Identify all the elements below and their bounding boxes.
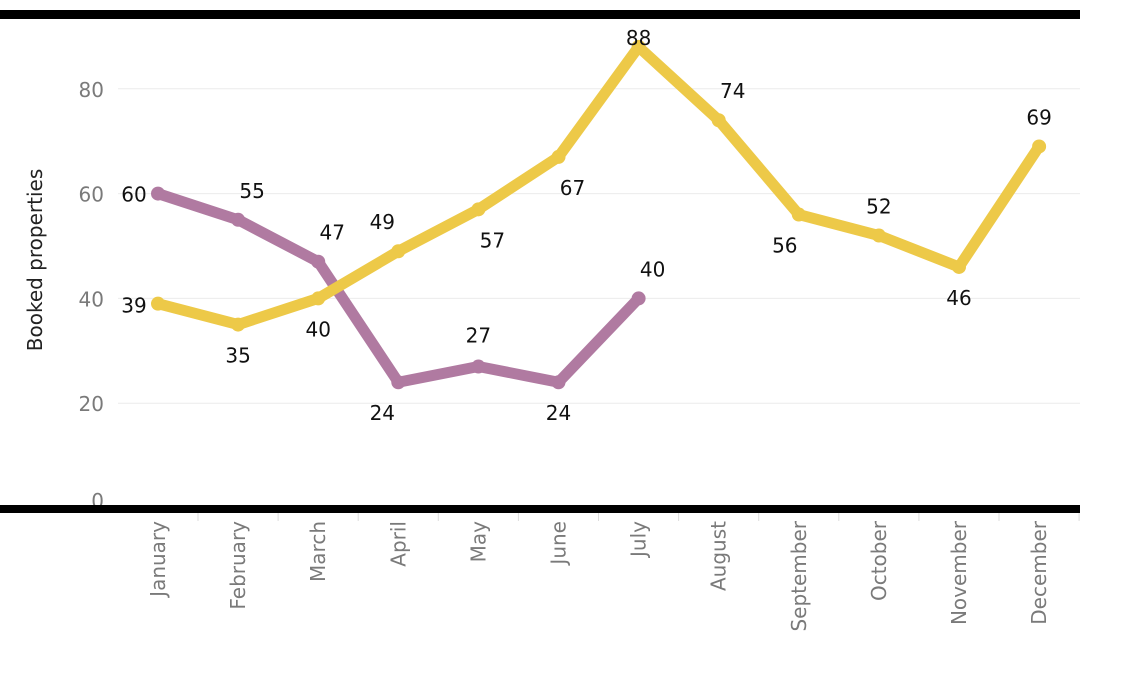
data-point (231, 212, 246, 227)
series-line-2 (152, 41, 1045, 331)
x-axis-ticks: January February March April May June July Augu… (146, 513, 1080, 632)
data-point (631, 39, 646, 54)
data-point (391, 375, 406, 390)
x-tick-label: May (466, 521, 490, 563)
x-tick-label: April (386, 521, 410, 567)
data-label: 52 (866, 195, 891, 219)
data-label: 74 (720, 79, 745, 103)
data-point (551, 375, 566, 390)
data-point (311, 254, 326, 269)
data-label: 27 (466, 324, 491, 348)
data-label: 67 (560, 176, 585, 200)
data-label: 35 (225, 344, 250, 368)
series-lines (151, 39, 1047, 390)
y-tick-label: 80 (79, 78, 104, 102)
data-label: 39 (121, 294, 146, 318)
data-point (791, 207, 806, 222)
data-label: 49 (370, 210, 395, 234)
x-tick-label: January (146, 521, 170, 599)
x-tick-label: July (627, 521, 651, 559)
data-point (631, 291, 646, 306)
x-tick-label: December (1027, 520, 1051, 624)
data-label: 24 (370, 401, 395, 425)
x-tick-label: February (226, 521, 250, 610)
data-label: 55 (239, 179, 264, 203)
data-point (551, 149, 566, 164)
x-tick-label: March (306, 521, 330, 582)
data-label: 69 (1026, 105, 1051, 129)
data-point (1032, 139, 1047, 154)
x-tick-label: September (787, 520, 811, 631)
data-point (952, 259, 966, 274)
data-label: 57 (480, 228, 505, 252)
y-tick-label: 20 (79, 392, 104, 416)
data-label: 40 (305, 317, 330, 341)
y-tick-label: 60 (79, 183, 104, 207)
data-point (151, 296, 165, 311)
top-separator-bar (0, 10, 1080, 19)
data-label: 56 (772, 234, 797, 258)
data-label: 24 (546, 401, 571, 425)
data-label: 46 (946, 286, 971, 310)
data-point (311, 291, 326, 306)
data-label: 60 (121, 183, 146, 207)
bottom-separator-bar (0, 505, 1080, 513)
data-point (871, 228, 886, 243)
data-label: 40 (640, 257, 665, 281)
data-label: 88 (626, 26, 651, 50)
gridlines (118, 88, 1080, 404)
data-point (711, 113, 726, 128)
data-point (151, 186, 165, 201)
x-tick-label: November (947, 520, 971, 625)
y-axis-title: Booked properties (23, 169, 47, 351)
x-tick-label: October (867, 520, 891, 601)
x-tick-label: June (547, 521, 571, 567)
data-label: 47 (319, 221, 344, 245)
x-tick-label: August (707, 521, 731, 591)
data-point (231, 317, 246, 332)
data-point (471, 202, 486, 217)
y-tick-label: 40 (79, 287, 104, 311)
data-labels: 60 55 47 24 27 24 40 39 35 40 49 57 67 88 74 56 52 46 69 (121, 26, 1052, 425)
data-point (391, 244, 406, 259)
data-point (471, 359, 486, 374)
